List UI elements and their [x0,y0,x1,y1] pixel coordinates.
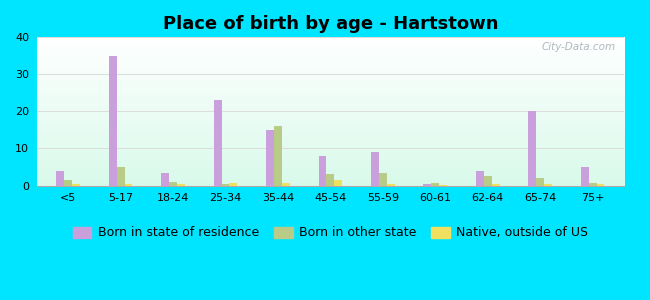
Bar [589,183,597,185]
Bar [528,111,536,185]
Bar [326,174,334,185]
Bar [484,176,491,185]
Bar [64,180,72,185]
Bar [334,180,342,185]
Bar [491,184,499,185]
Bar [214,100,222,185]
Bar [581,167,589,185]
Bar [424,184,432,185]
Bar [544,184,552,185]
Bar [125,184,133,185]
Bar [57,171,64,185]
Bar [274,126,282,185]
Bar [379,172,387,185]
Bar [432,183,439,185]
Bar [597,184,604,185]
Bar [476,171,484,185]
Bar [72,184,80,185]
Bar [318,156,326,185]
Legend: Born in state of residence, Born in other state, Native, outside of US: Born in state of residence, Born in othe… [68,221,593,244]
Bar [109,56,117,185]
Bar [371,152,379,185]
Bar [229,183,237,185]
Bar [117,167,125,185]
Text: City-Data.com: City-Data.com [541,42,616,52]
Bar [536,178,544,185]
Bar [169,182,177,185]
Bar [387,184,395,185]
Title: Place of birth by age - Hartstown: Place of birth by age - Hartstown [162,15,498,33]
Bar [177,184,185,185]
Bar [282,183,290,185]
Bar [161,172,169,185]
Bar [222,184,229,185]
Bar [266,130,274,185]
